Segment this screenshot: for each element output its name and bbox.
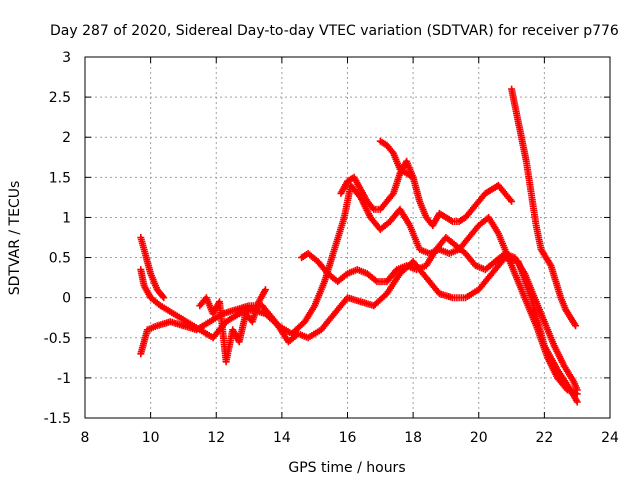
data-point	[409, 173, 417, 181]
y-tick-label: 3	[62, 50, 71, 66]
x-tick-labels: 8 10 12 14 16 18 20 22 24	[81, 430, 619, 446]
y-tick-label: -1.5	[44, 411, 71, 427]
y-axis-label: SDTVAR / TECUs	[7, 181, 23, 296]
data-point	[160, 294, 168, 302]
x-axis-label: GPS time / hours	[288, 460, 405, 476]
x-tick-label: 22	[535, 430, 553, 446]
axis-ticks	[84, 56, 611, 419]
chart-title: Day 287 of 2020, Sidereal Day-to-day VTE…	[50, 23, 619, 39]
x-tick-label: 16	[339, 430, 357, 446]
series-track-8	[196, 286, 269, 366]
series-track-4	[337, 157, 516, 229]
series-track-3	[298, 234, 581, 394]
series-track-5	[376, 137, 417, 181]
y-tick-label: 1.5	[49, 170, 71, 186]
data-point	[573, 398, 581, 406]
x-tick-label: 8	[81, 430, 90, 446]
y-tick-label: 1	[62, 210, 71, 226]
y-tick-label: -0.5	[44, 331, 71, 347]
x-tick-label: 20	[470, 430, 488, 446]
data-point	[159, 292, 167, 300]
y-tick-label: -1	[57, 371, 71, 387]
data-point	[508, 197, 516, 205]
series-track-6	[508, 85, 580, 330]
data-point	[573, 386, 581, 394]
x-tick-label: 10	[142, 430, 160, 446]
y-tick-labels: -1.5 -1 -0.5 0 0.5 1 1.5 2 2.5 3	[44, 50, 71, 427]
data-marks	[137, 85, 581, 406]
data-point	[572, 322, 580, 330]
data-point	[261, 286, 269, 294]
x-tick-label: 18	[404, 430, 422, 446]
x-tick-label: 14	[273, 430, 291, 446]
x-tick-label: 12	[207, 430, 225, 446]
y-tick-label: 2.5	[49, 90, 71, 106]
y-tick-label: 0.5	[49, 251, 71, 267]
series-track-7	[137, 234, 168, 302]
x-tick-label: 24	[601, 430, 619, 446]
y-tick-label: 2	[62, 130, 71, 146]
y-tick-label: 0	[62, 291, 71, 307]
